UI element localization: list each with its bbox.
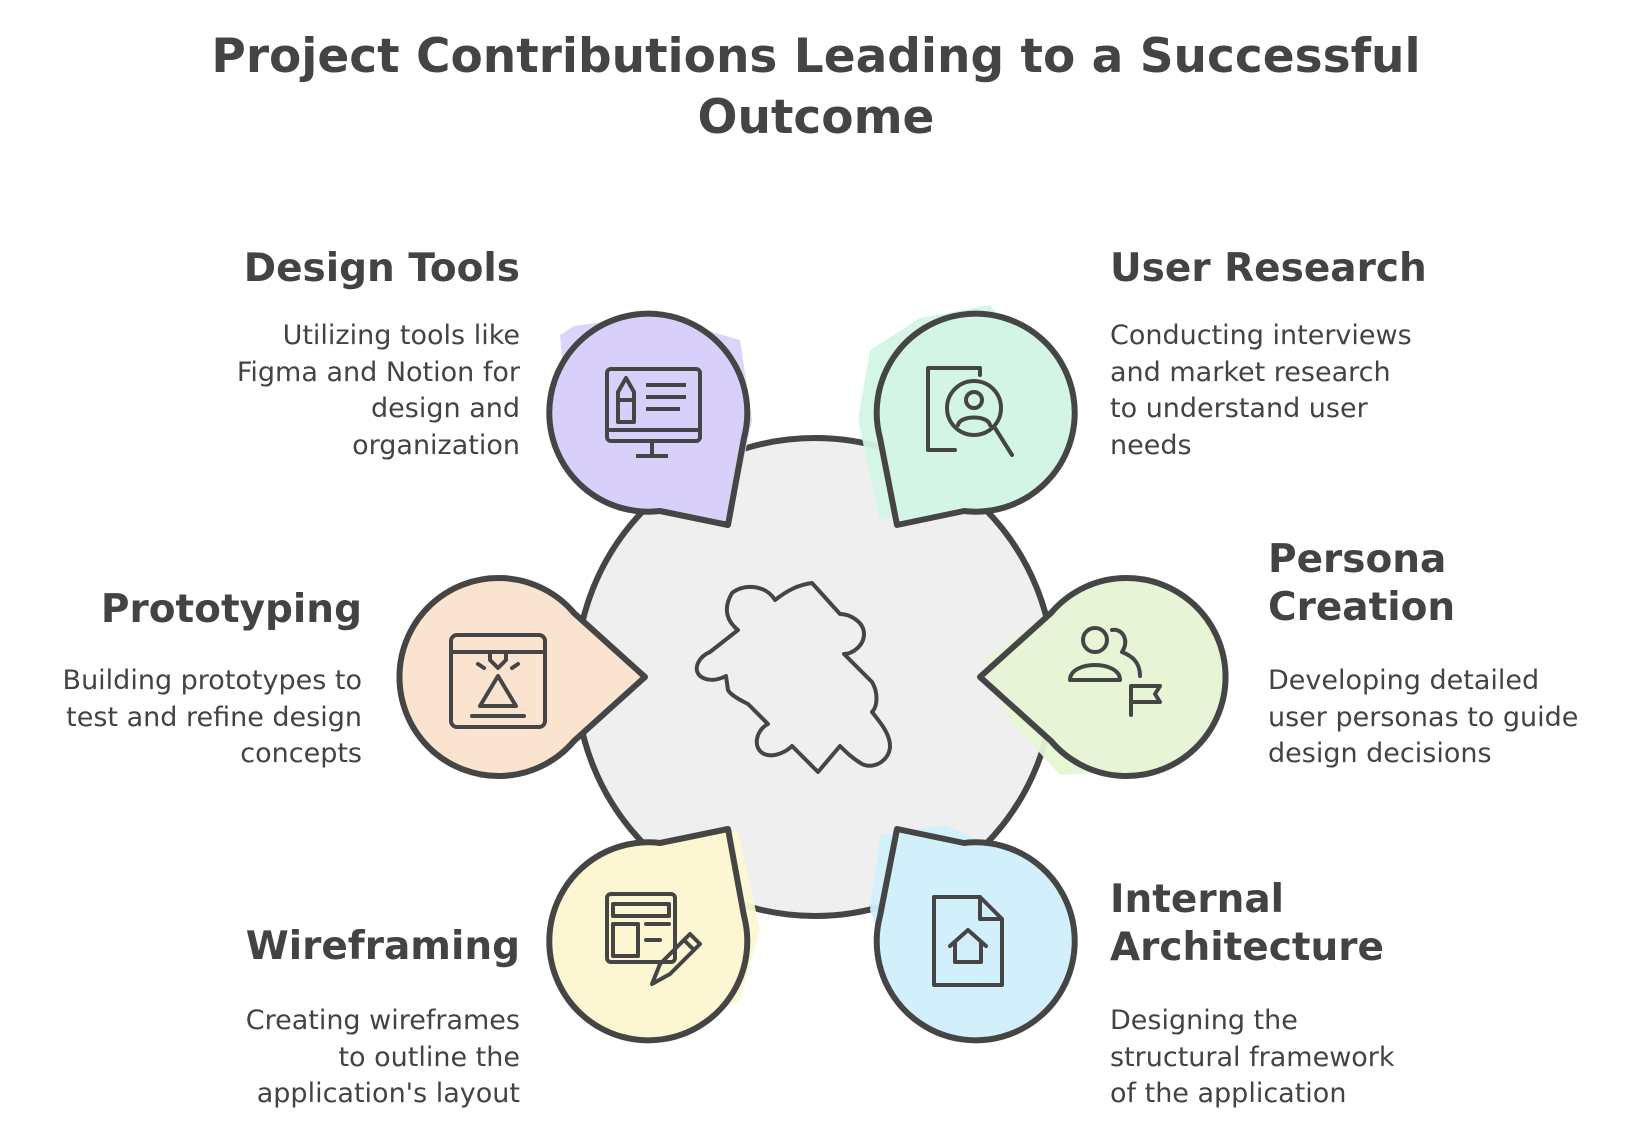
- description-user-research: Conducting interviews and market researc…: [1110, 320, 1412, 461]
- title-line-2: Outcome: [697, 90, 935, 145]
- heading-internal-architecture: Internal Architecture: [1110, 877, 1384, 970]
- heading-persona-creation: Persona Creation: [1268, 537, 1456, 630]
- description-internal-architecture: Designing the structural framework of th…: [1110, 1005, 1395, 1109]
- heading-prototyping: Prototyping: [100, 587, 362, 632]
- description-prototyping: Building prototypes to test and refine d…: [62, 665, 362, 769]
- wireframe-pencil-icon: [605, 892, 702, 986]
- persona-creation-bubble[interactable]: [977, 575, 1229, 779]
- heading-user-research: User Research: [1110, 246, 1427, 291]
- heading-wireframing: Wireframing: [245, 924, 520, 969]
- wireframing-bubble[interactable]: [546, 826, 760, 1044]
- internal-architecture-bubble[interactable]: [870, 825, 1078, 1044]
- description-persona-creation: Developing detailed user personas to gui…: [1268, 665, 1579, 769]
- diagram-title: Project Contributions Leading to a Succe…: [0, 26, 1632, 148]
- puzzle-piece-icon: [694, 581, 892, 774]
- title-line-1: Project Contributions Leading to a Succe…: [211, 29, 1421, 84]
- design-monitor-icon: [605, 367, 702, 458]
- description-design-tools: Utilizing tools like Figma and Notion fo…: [236, 320, 520, 461]
- 3d-printer-icon: [449, 633, 547, 729]
- heading-design-tools: Design Tools: [243, 246, 520, 291]
- design-tools-bubble[interactable]: [546, 310, 752, 528]
- user-search-icon: [926, 366, 1014, 457]
- persona-flag-icon: [1068, 626, 1162, 717]
- prototyping-bubble[interactable]: [396, 575, 648, 779]
- user-research-bubble[interactable]: [858, 305, 1078, 528]
- document-home-icon: [932, 895, 1004, 987]
- description-wireframing: Creating wireframes to outline the appli…: [245, 1005, 520, 1109]
